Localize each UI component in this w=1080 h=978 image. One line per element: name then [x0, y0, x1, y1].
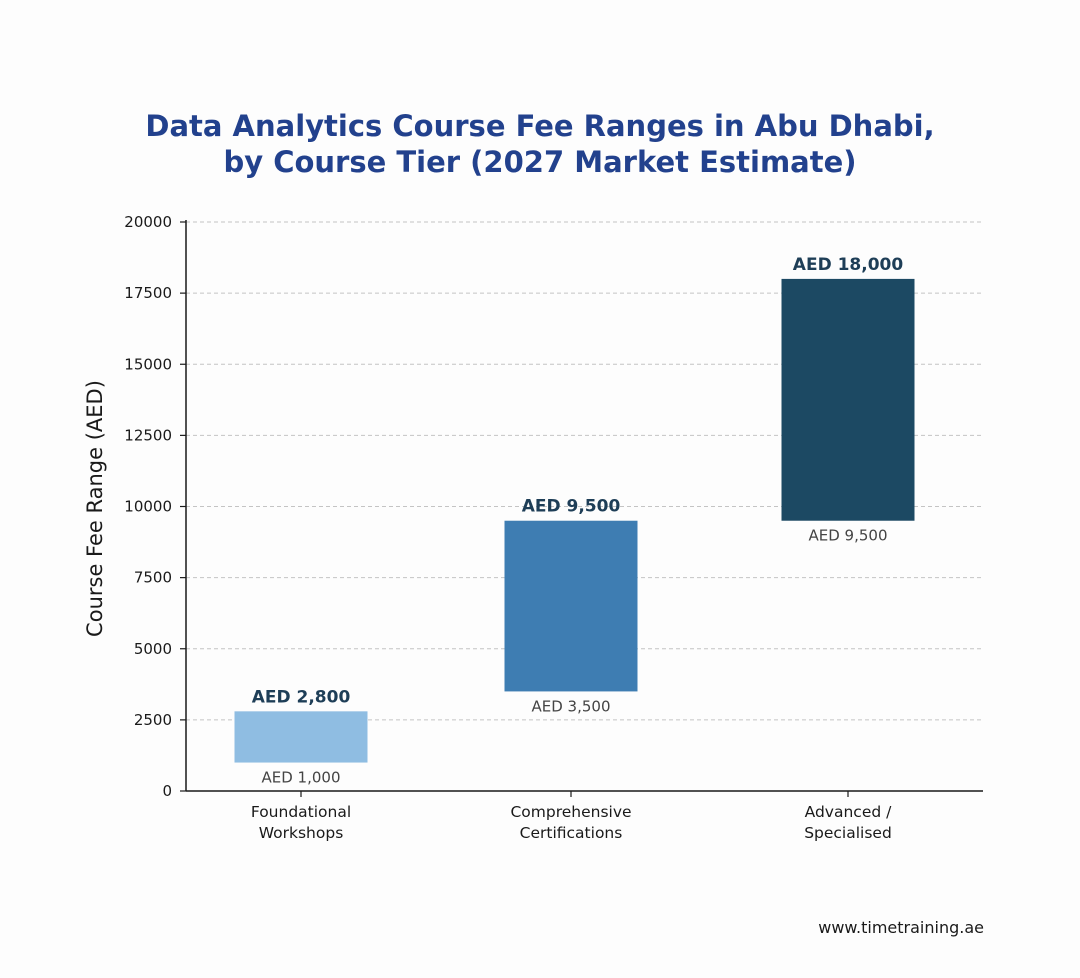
chart-title-line-2: by Course Tier (2027 Market Estimate): [223, 145, 857, 179]
footer-url: www.timetraining.ae: [818, 918, 984, 937]
y-axis-label: Course Fee Range (AED): [83, 380, 107, 637]
y-tick-label: 15000: [124, 355, 172, 373]
x-tick-label: Specialised: [804, 824, 892, 842]
chart-title: Data Analytics Course Fee Ranges in Abu …: [0, 108, 1080, 180]
bar-range: [781, 278, 915, 521]
bar-high-label: AED 9,500: [522, 497, 621, 517]
y-tick-label: 2500: [134, 711, 172, 729]
bar-range: [504, 520, 638, 692]
x-tick-label: Certifications: [520, 824, 623, 842]
bar-high-label: AED 18,000: [793, 255, 904, 275]
bar-range: [234, 711, 368, 763]
bar-low-label: AED 3,500: [532, 697, 611, 715]
x-tick-label: Advanced /: [805, 803, 892, 821]
bar-low-label: AED 1,000: [262, 769, 341, 787]
x-tick-label: Workshops: [259, 824, 344, 842]
y-tick-label: 0: [162, 782, 172, 800]
y-tick-label: 10000: [124, 498, 172, 516]
bar-low-label: AED 9,500: [809, 527, 888, 545]
y-tick-label: 20000: [124, 213, 172, 231]
y-tick-label: 12500: [124, 426, 172, 444]
bar-high-label: AED 2,800: [252, 687, 351, 707]
y-tick-label: 17500: [124, 284, 172, 302]
x-tick-label: Comprehensive: [510, 803, 631, 821]
y-tick-label: 7500: [134, 569, 172, 587]
x-tick-label: Foundational: [251, 803, 351, 821]
chart-title-line-1: Data Analytics Course Fee Ranges in Abu …: [145, 109, 935, 143]
y-tick-label: 5000: [134, 640, 172, 658]
